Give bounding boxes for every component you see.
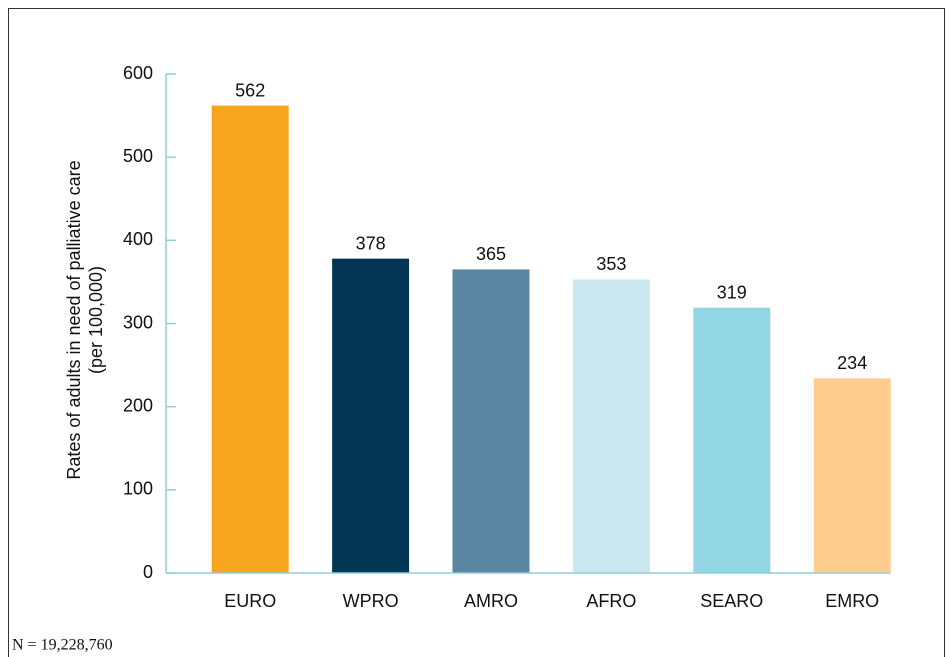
value-label: 378 xyxy=(356,233,386,253)
value-label: 234 xyxy=(837,353,867,373)
value-label: 319 xyxy=(717,282,747,302)
y-axis-label: Rates of adults in need of palliative ca… xyxy=(64,160,84,479)
x-tick-label: EMRO xyxy=(825,591,879,611)
y-tick-label: 400 xyxy=(123,229,153,249)
value-label: 353 xyxy=(596,254,626,274)
bar xyxy=(211,105,289,573)
value-label: 365 xyxy=(476,244,506,264)
x-tick-label: AFRO xyxy=(586,591,636,611)
x-tick-label: AMRO xyxy=(464,591,518,611)
y-tick-label: 300 xyxy=(123,312,153,332)
value-label: 562 xyxy=(235,80,265,100)
bar xyxy=(693,307,771,573)
y-axis-label: (per 100,000) xyxy=(86,266,106,374)
bar xyxy=(572,279,650,573)
y-tick-label: 500 xyxy=(123,146,153,166)
x-tick-label: SEARO xyxy=(700,591,763,611)
y-tick-label: 0 xyxy=(143,562,153,582)
bar xyxy=(332,258,410,573)
bar xyxy=(452,269,530,573)
footnote: N = 19,228,760 xyxy=(12,637,113,654)
x-tick-label: WPRO xyxy=(343,591,399,611)
frame xyxy=(8,8,945,657)
y-tick-label: 100 xyxy=(123,479,153,499)
bar xyxy=(813,378,891,573)
y-tick-label: 200 xyxy=(123,395,153,415)
x-tick-label: EURO xyxy=(224,591,276,611)
y-tick-label: 600 xyxy=(123,63,153,83)
